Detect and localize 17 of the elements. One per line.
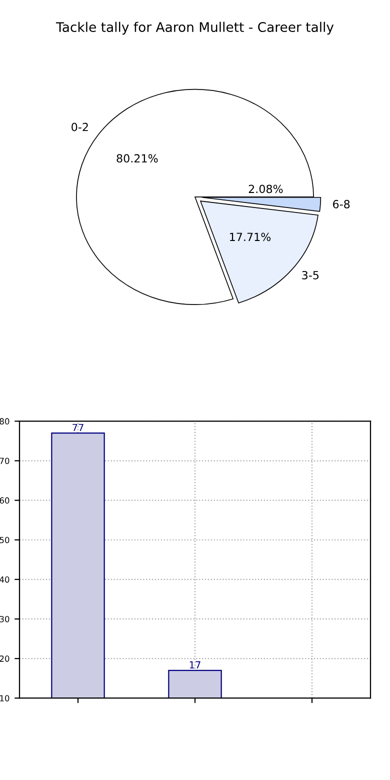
data-label: 17.71% bbox=[230, 232, 271, 242]
data-label: 2.08% bbox=[248, 184, 283, 194]
data-label: 77 bbox=[72, 424, 84, 432]
y-tick-label: 80 bbox=[0, 418, 10, 424]
slice-label: 0-2 bbox=[72, 122, 88, 132]
y-tick-label: 60 bbox=[0, 497, 10, 504]
y-tick-label: 30 bbox=[0, 616, 10, 622]
chart-title: Tackle tally for Aaron Mullett - Career tally bbox=[56, 22, 334, 35]
y-tick-label: 50 bbox=[0, 536, 10, 544]
data-label: 17 bbox=[190, 661, 200, 668]
y-tick-label: 70 bbox=[0, 458, 10, 464]
y-tick-label: 40 bbox=[0, 576, 10, 583]
slice-label: 3-5 bbox=[302, 270, 319, 280]
y-tick-label: 10 bbox=[0, 695, 10, 702]
data-label: 80.21% bbox=[116, 154, 158, 163]
slice-label: 6-8 bbox=[333, 200, 350, 208]
y-tick-label: 20 bbox=[0, 656, 10, 662]
